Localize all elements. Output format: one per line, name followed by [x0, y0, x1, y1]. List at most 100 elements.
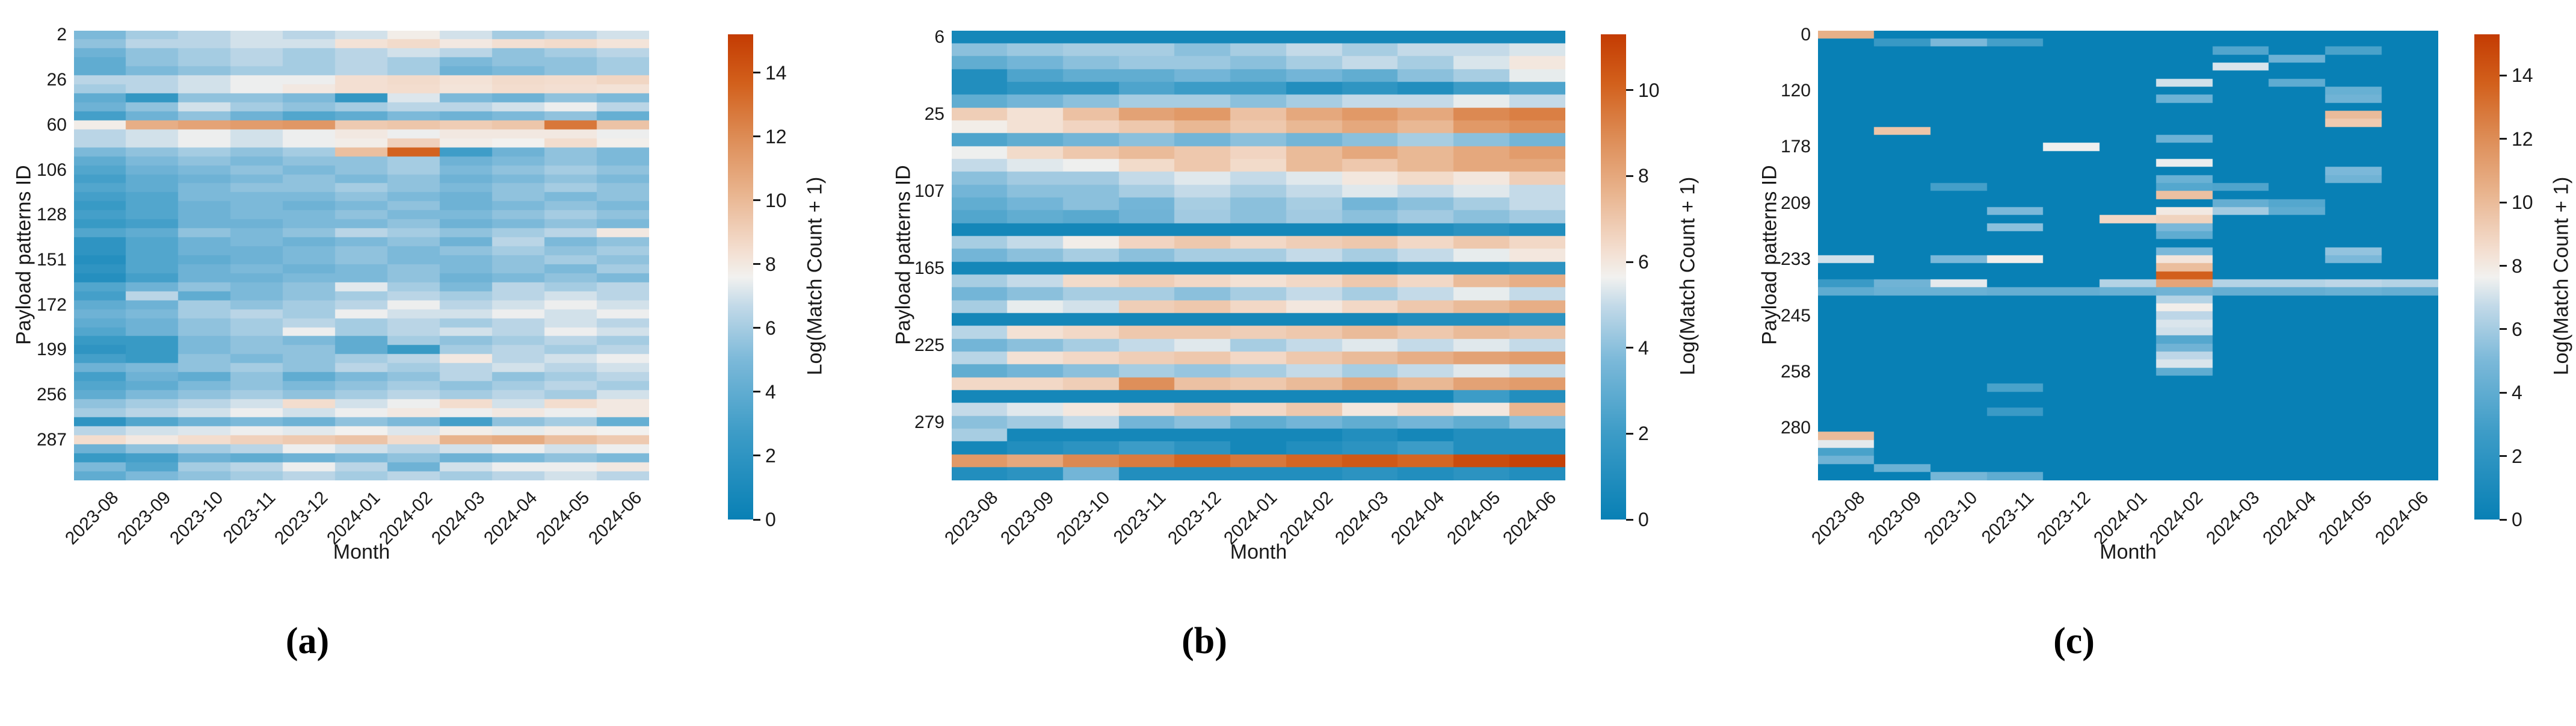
colorbar-tick-mark-c [2500, 328, 2507, 330]
x-tick-label-b: 2023-08 [941, 488, 1002, 549]
y-tick-label-c: 178 [1780, 137, 1811, 157]
colorbar-tick-label-c: 4 [2512, 382, 2522, 404]
colorbar-tick-label-a: 0 [765, 509, 776, 530]
x-tick-label-b: 2024-06 [1499, 488, 1560, 549]
panel-letter-a: (a) [285, 621, 330, 662]
colorbar-tick-mark-c [2500, 74, 2507, 76]
colorbar-tick-mark-b [1626, 175, 1633, 177]
colorbar-c [2474, 34, 2500, 520]
colorbar-b [1601, 34, 1626, 520]
heatmap-a [74, 31, 649, 480]
x-tick-label-c: 2023-09 [1864, 488, 1925, 549]
y-tick-label-a: 60 [46, 114, 67, 135]
panel-letter-c: (c) [2053, 621, 2095, 662]
heatmap-b [952, 31, 1565, 480]
colorbar-tick-mark-b [1626, 261, 1633, 263]
colorbar-tick-label-c: 2 [2512, 445, 2522, 467]
x-axis-label-b: Month [1230, 541, 1287, 563]
y-tick-label-a: 106 [36, 160, 67, 180]
colorbar-tick-mark-a [753, 391, 760, 393]
x-tick-label-b: 2023-09 [997, 488, 1058, 549]
x-tick-label-c: 2023-08 [1808, 488, 1869, 549]
y-tick-label-a: 151 [36, 249, 67, 270]
colorbar-label-a: Log(Match Count + 1) [803, 176, 827, 376]
colorbar-tick-mark-b [1626, 518, 1633, 521]
y-tick-label-c: 209 [1780, 193, 1811, 213]
colorbar-tick-mark-a [753, 135, 760, 138]
colorbar-tick-label-a: 4 [765, 380, 776, 403]
colorbar-tick-mark-a [753, 327, 760, 329]
colorbar-tick-label-c: 8 [2512, 255, 2522, 277]
colorbar-tick-mark-a [753, 199, 760, 202]
colorbar-tick-label-a: 12 [765, 125, 787, 147]
colorbar-tick-mark-a [753, 518, 760, 521]
x-tick-label-c: 2023-11 [1977, 488, 2038, 548]
colorbar-label-c: Log(Match Count + 1) [2550, 176, 2573, 376]
y-tick-label-b: 279 [914, 412, 944, 432]
y-tick-label-a: 199 [36, 340, 67, 360]
y-tick-label-b: 25 [924, 104, 944, 124]
colorbar-tick-mark-b [1626, 432, 1633, 435]
y-tick-label-b: 6 [934, 26, 944, 47]
colorbar-tick-mark-a [753, 455, 760, 457]
colorbar-tick-mark-c [2500, 201, 2507, 203]
x-axis-label-a: Month [333, 541, 390, 563]
colorbar-tick-label-a: 14 [765, 61, 787, 84]
y-tick-label-a: 287 [36, 429, 67, 450]
colorbar-tick-label-c: 12 [2512, 128, 2533, 150]
y-tick-label-c: 0 [1801, 24, 1811, 45]
x-tick-label-b: 2024-05 [1443, 488, 1505, 549]
colorbar-tick-label-b: 6 [1638, 251, 1649, 273]
y-tick-label-b: 107 [914, 181, 944, 201]
colorbar-tick-label-a: 6 [765, 317, 776, 339]
x-tick-label-b: 2023-11 [1109, 488, 1169, 548]
colorbar-label-b: Log(Match Count + 1) [1676, 176, 1699, 376]
colorbar-tick-label-c: 14 [2512, 64, 2533, 87]
colorbar-tick-label-c: 6 [2512, 318, 2522, 340]
colorbar-tick-label-a: 2 [765, 444, 776, 467]
y-tick-label-a: 172 [36, 294, 67, 315]
panel-letter-b: (b) [1182, 621, 1227, 662]
colorbar-tick-mark-c [2500, 265, 2507, 267]
x-tick-label-c: 2024-04 [2258, 488, 2320, 549]
y-tick-label-c: 258 [1780, 361, 1811, 382]
colorbar-tick-label-b: 10 [1638, 79, 1660, 101]
colorbar-tick-mark-c [2500, 391, 2507, 394]
y-axis-label-a: Payload patterns ID [12, 164, 35, 345]
colorbar-tick-mark-c [2500, 455, 2507, 458]
colorbar-tick-mark-b [1626, 347, 1633, 349]
y-tick-label-c: 233 [1780, 249, 1811, 270]
colorbar-tick-mark-c [2500, 138, 2507, 140]
y-axis-label-b: Payload patterns ID [892, 164, 915, 345]
colorbar-tick-mark-a [753, 72, 760, 74]
y-tick-label-b: 165 [914, 258, 944, 278]
colorbar-tick-mark-b [1626, 89, 1633, 92]
x-tick-label-c: 2023-10 [1920, 488, 1982, 549]
y-axis-label-c: Payload patterns ID [1758, 164, 1781, 345]
y-tick-label-a: 256 [36, 385, 67, 405]
y-tick-label-a: 128 [36, 205, 67, 225]
y-tick-label-c: 280 [1780, 418, 1811, 438]
colorbar-tick-label-a: 8 [765, 253, 776, 275]
colorbar-tick-label-a: 10 [765, 189, 787, 211]
y-tick-label-a: 26 [46, 70, 67, 90]
x-tick-label-c: 2024-05 [2315, 488, 2376, 549]
colorbar-tick-mark-a [753, 263, 760, 265]
colorbar-tick-label-c: 0 [2512, 509, 2522, 530]
y-tick-label-a: 2 [57, 25, 67, 45]
x-axis-label-c: Month [2100, 541, 2157, 563]
heatmap-c [1818, 31, 2438, 480]
colorbar-tick-label-b: 8 [1638, 165, 1649, 187]
y-tick-label-c: 245 [1780, 305, 1811, 326]
colorbar-tick-label-b: 0 [1638, 509, 1649, 530]
colorbar-tick-mark-c [2500, 518, 2507, 521]
y-tick-label-b: 225 [914, 335, 944, 355]
colorbar-tick-label-b: 2 [1638, 423, 1649, 445]
colorbar-tick-label-c: 10 [2512, 191, 2533, 214]
colorbar-a [728, 34, 753, 520]
x-tick-label-c: 2024-06 [2371, 488, 2433, 549]
x-tick-label-b: 2023-10 [1052, 488, 1114, 549]
x-tick-label-b: 2024-04 [1387, 488, 1449, 549]
colorbar-tick-label-b: 4 [1638, 337, 1649, 359]
